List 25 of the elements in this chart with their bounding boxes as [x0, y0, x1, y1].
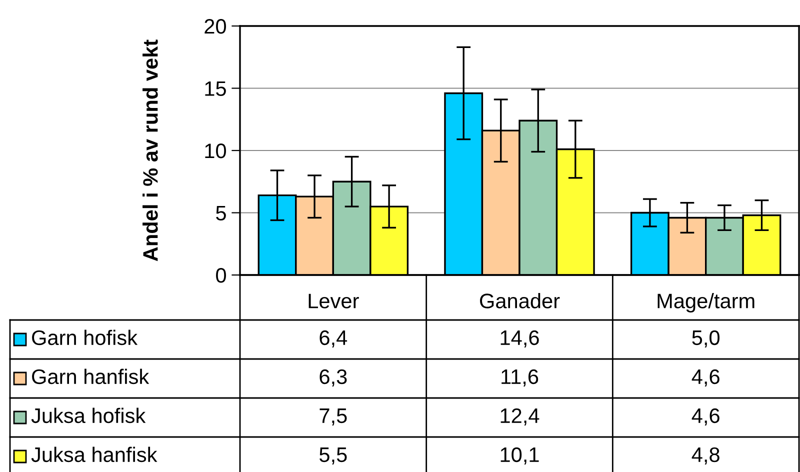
data-label: 10,1	[500, 447, 539, 465]
data-label: 4,6	[692, 369, 720, 387]
x-tick-label: Lever	[308, 294, 359, 308]
data-label: 4,6	[692, 408, 720, 426]
legend-label: Juksa hofisk	[31, 408, 146, 424]
data-label: 7,5	[320, 408, 347, 426]
data-label: 11,6	[502, 369, 538, 387]
data-label: 14,6	[500, 330, 539, 348]
data-label: 6,4	[320, 330, 348, 348]
y-tick-label: 0	[216, 268, 226, 283]
y-axis-title: Andel i % av rund vekt	[142, 40, 158, 262]
legend-label: Garn hanfisk	[32, 368, 150, 384]
legend-label: Garn hofisk	[32, 330, 138, 346]
x-tick-label: Ganader	[480, 293, 560, 308]
x-tick-label: Mage/tarm	[658, 293, 754, 312]
data-label: 12,4	[500, 408, 540, 426]
data-label: 6,3	[320, 369, 347, 387]
y-tick-label: 15	[205, 81, 226, 96]
data-label: 5,5	[320, 448, 347, 465]
data-label: 4,8	[692, 447, 720, 465]
legend-label: Juksa hanfisk	[31, 446, 158, 462]
y-tick-label: 20	[204, 19, 226, 34]
y-tick-label: 5	[216, 206, 226, 221]
data-label: 5,0	[692, 330, 720, 348]
y-tick-label: 10	[205, 144, 226, 158]
